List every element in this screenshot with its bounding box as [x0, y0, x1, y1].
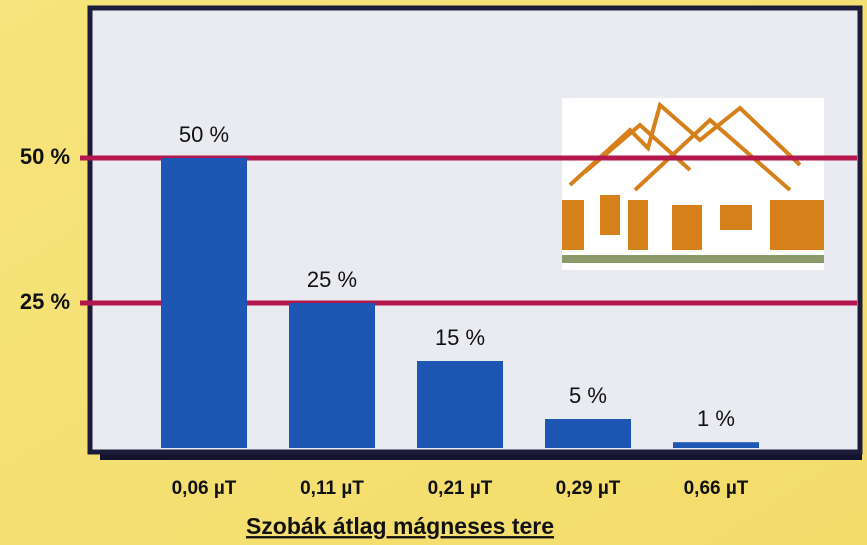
bar — [417, 361, 503, 448]
value-label: 50 % — [179, 122, 229, 147]
wall — [562, 200, 584, 250]
value-label: 5 % — [569, 383, 607, 408]
wall — [628, 200, 648, 250]
y-tick-label: 25 % — [20, 289, 70, 314]
wall — [600, 195, 620, 235]
house-icon — [562, 98, 824, 270]
bar — [673, 442, 759, 448]
x-tick-label: 0,29 µT — [556, 478, 621, 499]
chart-title: Szobák átlag mágneses tere — [246, 513, 554, 539]
roof-main — [633, 117, 792, 192]
value-label: 1 % — [697, 406, 735, 431]
x-tick-label: 0,66 µT — [684, 478, 749, 499]
x-tick-label: 0,06 µT — [172, 478, 237, 499]
bar — [289, 303, 375, 448]
x-tick-label: 0,21 µT — [428, 478, 493, 499]
bar — [545, 419, 631, 448]
ground — [562, 255, 824, 263]
roof-back — [568, 101, 802, 187]
x-tick-label: 0,11 µT — [300, 478, 364, 499]
door — [672, 205, 702, 250]
value-label: 25 % — [307, 267, 357, 292]
bar — [161, 158, 247, 448]
y-tick-label: 50 % — [20, 144, 70, 169]
value-label: 15 % — [435, 325, 485, 350]
window — [720, 205, 752, 230]
wall — [770, 200, 824, 250]
